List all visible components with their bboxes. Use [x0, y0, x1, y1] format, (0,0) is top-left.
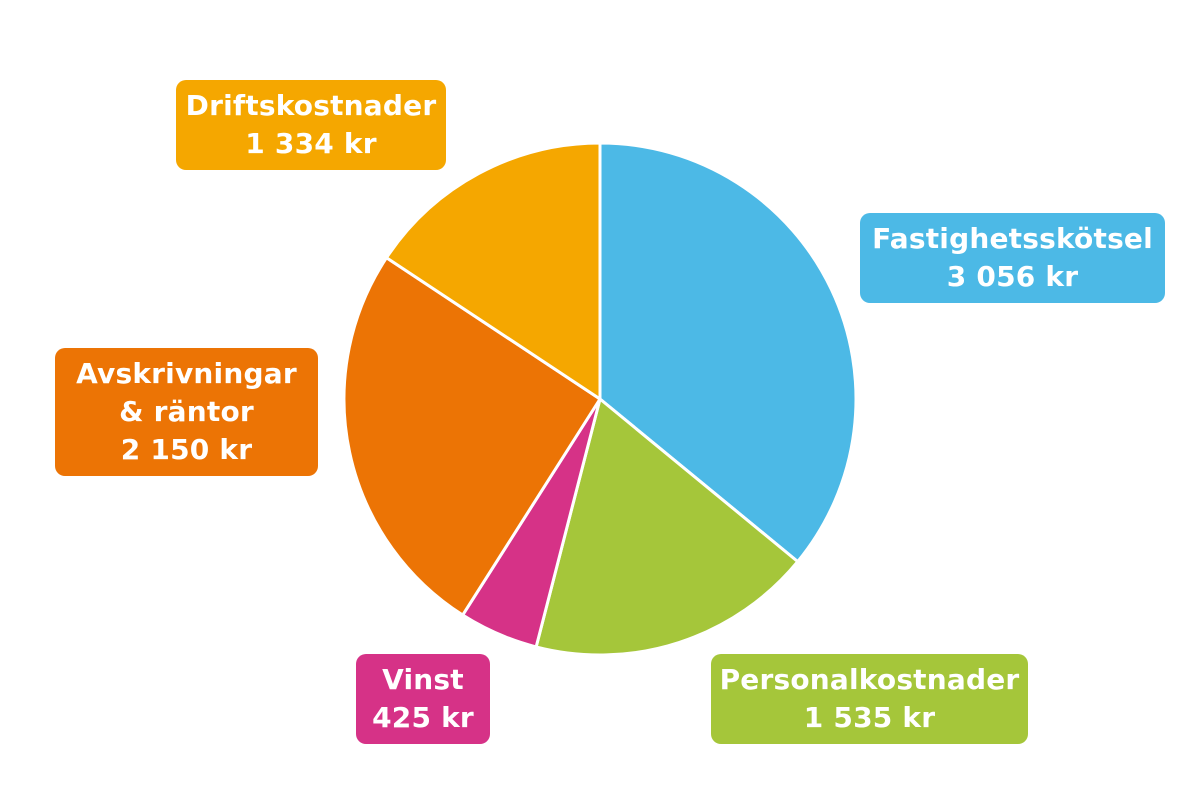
label-avskrivningar-name-line1: Avskrivningar	[76, 357, 297, 390]
label-personalkostnader-value: 1 535 kr	[803, 701, 936, 734]
label-fastighetsskotsel-name: Fastighetsskötsel	[872, 222, 1153, 255]
label-vinst: Vinst 425 kr	[356, 654, 490, 744]
label-fastighetsskotsel: Fastighetsskötsel 3 056 kr	[860, 213, 1165, 303]
label-vinst-name: Vinst	[382, 663, 464, 696]
label-avskrivningar-rantor: Avskrivningar & räntor 2 150 kr	[55, 348, 318, 476]
label-fastighetsskotsel-value: 3 056 kr	[946, 260, 1079, 293]
label-vinst-value: 425 kr	[372, 701, 474, 734]
label-personalkostnader: Personalkostnader 1 535 kr	[711, 654, 1028, 744]
label-avskrivningar-value: 2 150 kr	[120, 433, 253, 466]
label-driftskostnader-name: Driftskostnader	[185, 89, 437, 122]
label-avskrivningar-name-line2: & räntor	[119, 395, 254, 428]
pie-slice-avskrivningar-r-ntor	[342, 256, 602, 617]
pie-slice-personalkostnader	[534, 397, 800, 657]
label-personalkostnader-name: Personalkostnader	[719, 663, 1020, 696]
label-driftskostnader: Driftskostnader 1 334 kr	[176, 80, 446, 170]
pie-slice-driftskostnader	[385, 141, 602, 401]
pie-slices	[342, 141, 858, 657]
label-driftskostnader-value: 1 334 kr	[245, 127, 377, 160]
pie-slice-fastighetssk-tsel	[598, 141, 858, 564]
